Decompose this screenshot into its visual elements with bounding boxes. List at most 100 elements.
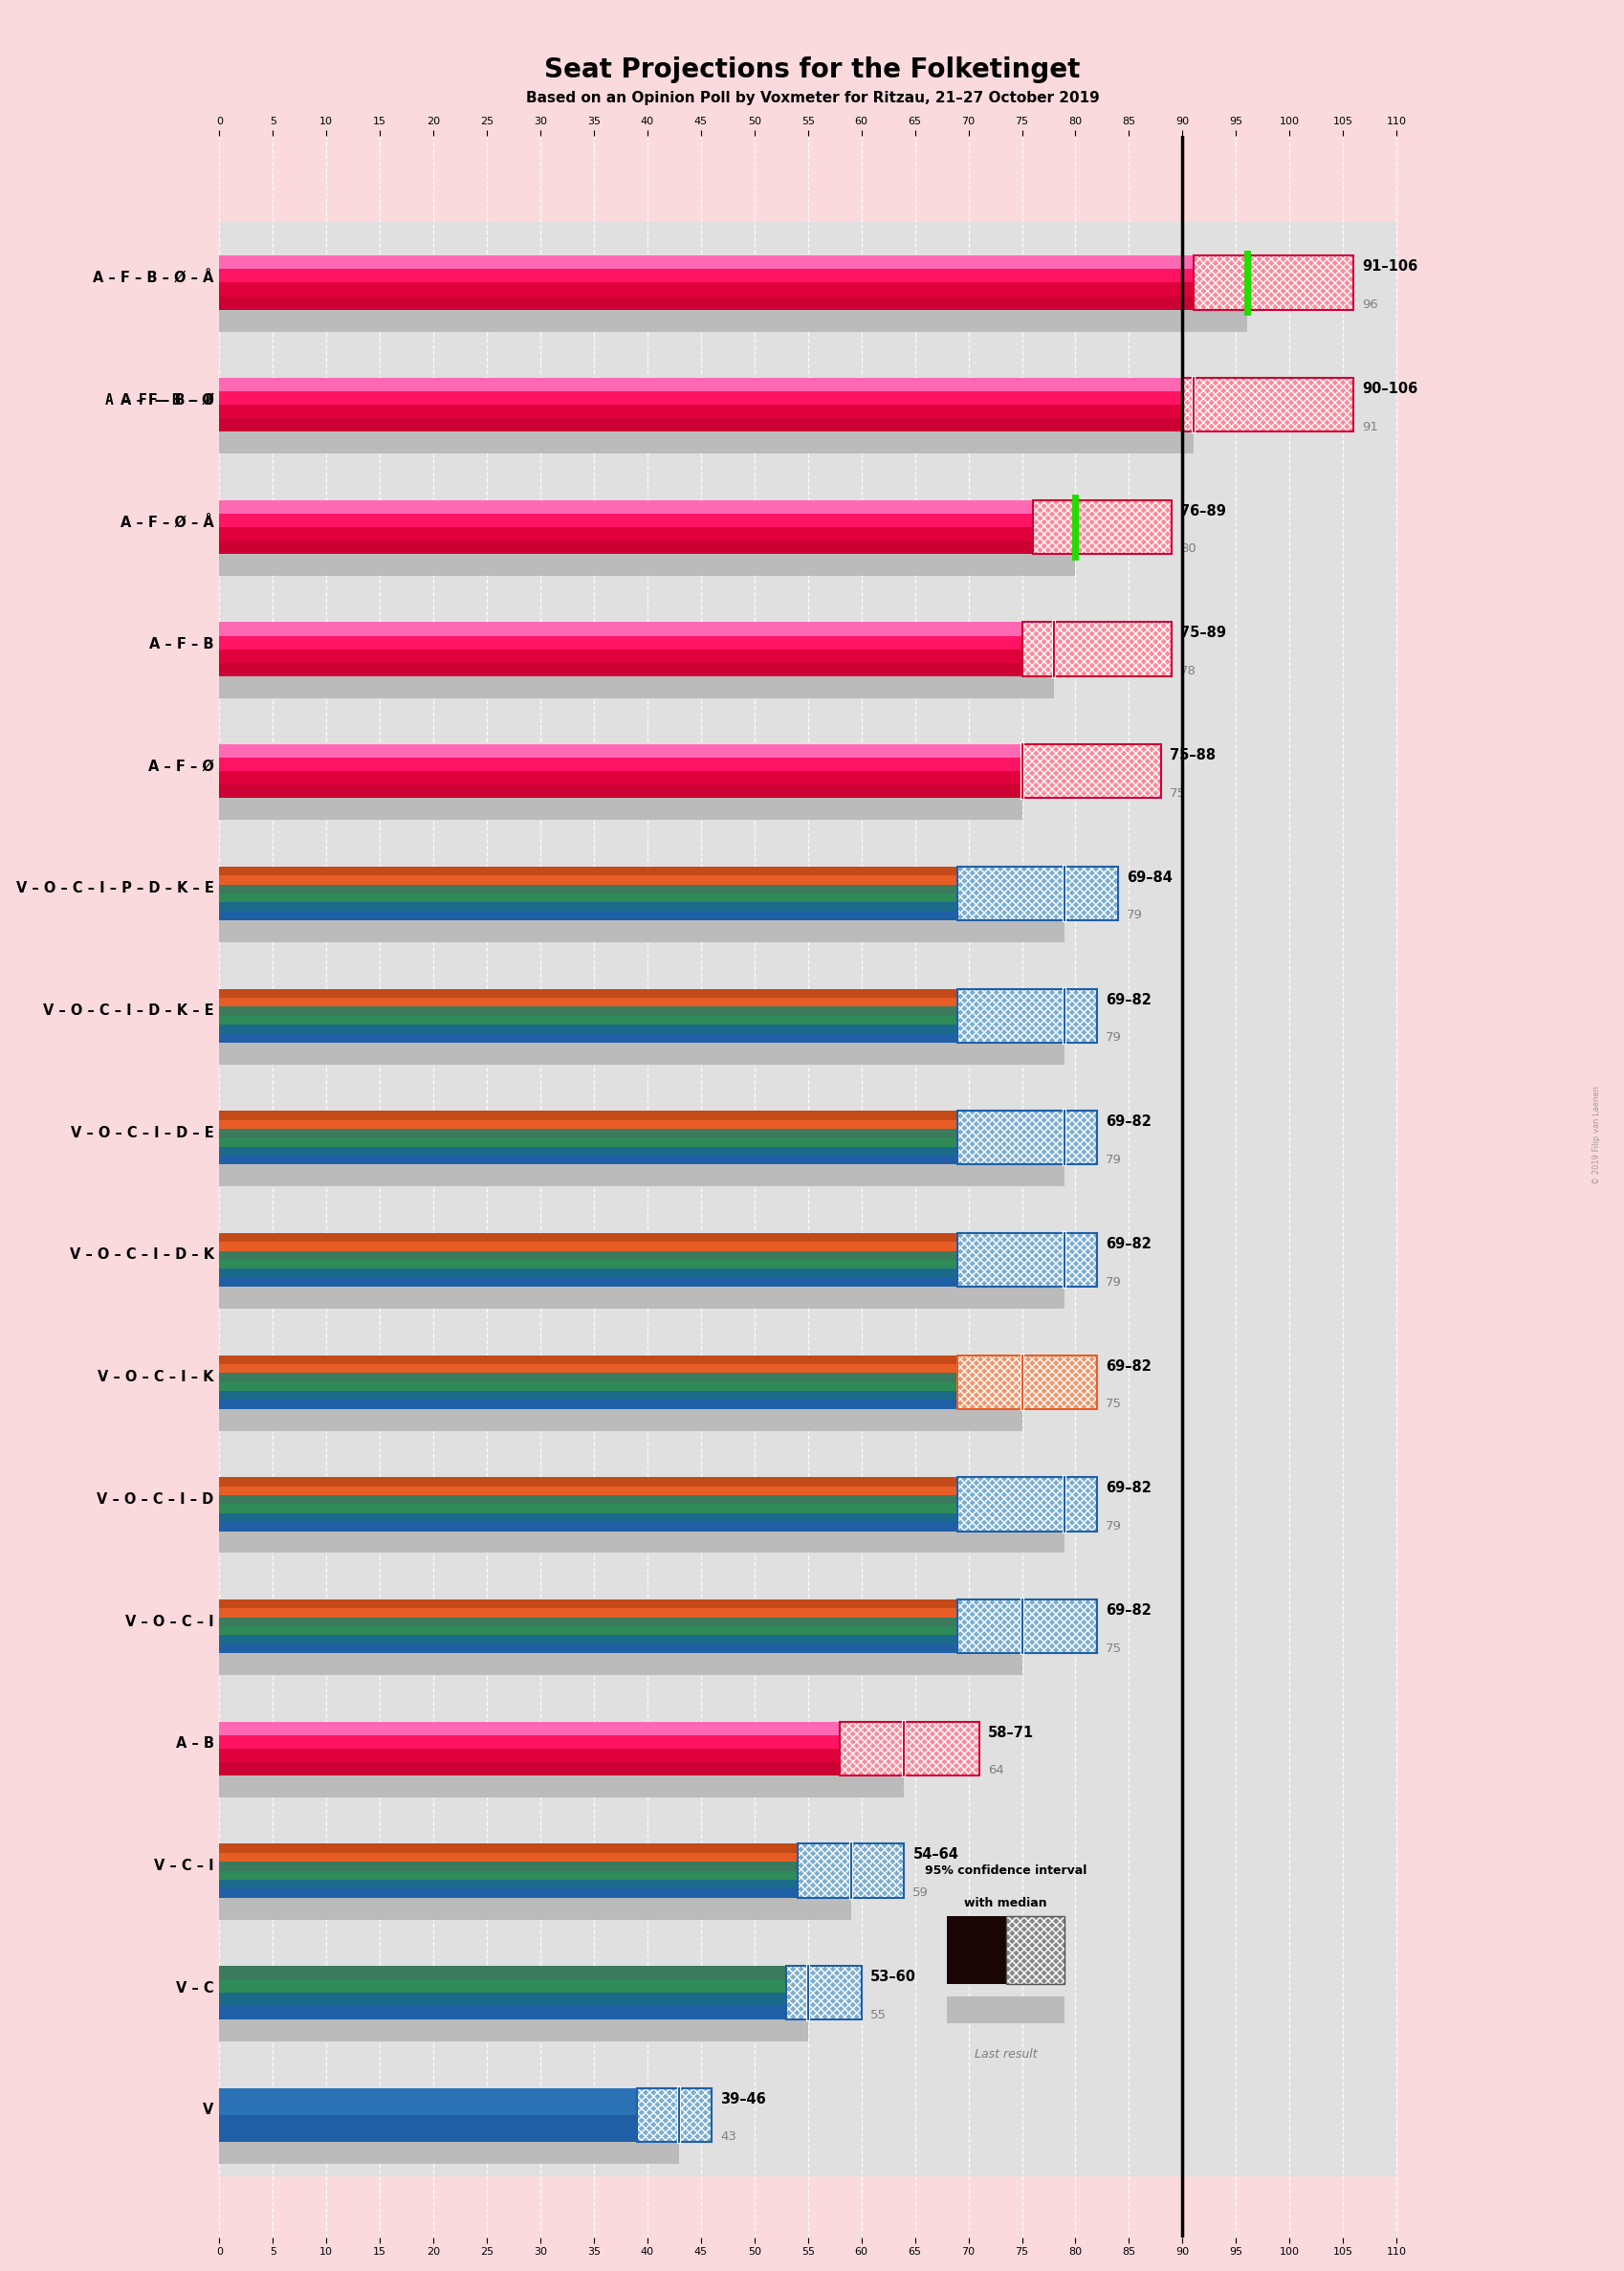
Bar <box>957 1478 1096 1531</box>
Bar <box>797 1844 903 1899</box>
Bar <box>219 391 1182 404</box>
Bar <box>219 1653 1021 1676</box>
Text: V – O – C – I – K: V – O – C – I – K <box>97 1369 214 1385</box>
Bar <box>219 1015 957 1024</box>
Bar <box>219 431 1192 454</box>
Bar <box>797 1844 903 1899</box>
Bar <box>957 988 1096 1042</box>
Bar <box>957 1233 1096 1288</box>
Bar <box>637 2087 711 2142</box>
Bar <box>219 786 1021 797</box>
Text: 54–64: 54–64 <box>913 1849 958 1862</box>
Text: V – O – C – I – D – K – E: V – O – C – I – D – K – E <box>44 1004 214 1017</box>
Bar <box>219 1994 786 2005</box>
Text: 79: 79 <box>1104 1154 1121 1165</box>
Bar <box>957 1356 1096 1408</box>
Bar <box>957 1599 1096 1653</box>
Bar <box>219 282 1192 295</box>
Bar <box>957 868 1117 920</box>
Bar <box>219 711 1395 833</box>
Bar <box>219 1522 957 1531</box>
Text: 91: 91 <box>1361 420 1377 434</box>
Bar <box>219 650 1021 663</box>
Bar <box>219 554 1075 577</box>
Bar <box>957 1478 1096 1531</box>
Bar <box>637 2087 711 2142</box>
Bar <box>957 1478 1096 1531</box>
Bar <box>219 2114 637 2142</box>
Bar <box>219 1980 786 1994</box>
Bar <box>786 1967 861 2019</box>
Text: 69–84: 69–84 <box>1125 870 1173 886</box>
Text: A – B: A – B <box>175 1737 214 1751</box>
Bar <box>219 1899 851 1919</box>
Text: 69–82: 69–82 <box>1104 1603 1150 1617</box>
Bar <box>219 1365 957 1374</box>
Bar <box>219 1608 957 1617</box>
Bar <box>219 1288 1064 1308</box>
Bar <box>1021 622 1171 677</box>
Text: A – F – B: A – F – B <box>149 638 214 652</box>
Bar <box>957 868 1117 920</box>
Bar <box>219 1156 957 1165</box>
Bar <box>957 1599 1096 1653</box>
Text: 55: 55 <box>869 2008 885 2021</box>
Bar <box>219 2142 679 2164</box>
Bar <box>219 466 1395 588</box>
Bar <box>219 1599 957 1608</box>
Text: Seat Projections for the Folketinget: Seat Projections for the Folketinget <box>544 57 1080 84</box>
Text: V – C – I: V – C – I <box>154 1858 214 1874</box>
Bar <box>1005 1917 1064 1985</box>
Text: 80: 80 <box>1179 543 1195 554</box>
Bar <box>840 1721 979 1776</box>
Bar <box>219 833 1395 954</box>
Bar <box>219 1721 840 1735</box>
Bar <box>219 759 1021 772</box>
Bar <box>219 1644 957 1653</box>
Bar <box>957 1599 1096 1653</box>
Text: 69–82: 69–82 <box>1104 992 1150 1006</box>
Text: 78: 78 <box>1179 665 1195 677</box>
Bar <box>797 1844 903 1899</box>
Bar <box>219 343 1395 466</box>
Bar <box>219 540 1033 554</box>
Text: 75–89: 75–89 <box>1179 627 1226 640</box>
Text: 75–88: 75–88 <box>1169 747 1215 763</box>
Bar <box>1021 622 1171 677</box>
Bar <box>957 1233 1096 1288</box>
Bar <box>219 1383 957 1392</box>
Bar <box>219 1442 1395 1565</box>
Bar <box>219 988 957 997</box>
Bar <box>219 1199 1395 1322</box>
Text: 64: 64 <box>987 1765 1004 1776</box>
Bar <box>219 2019 807 2042</box>
Bar <box>219 911 957 920</box>
Bar <box>219 1260 957 1269</box>
Bar <box>1021 745 1161 797</box>
Bar <box>219 997 957 1006</box>
Text: 59: 59 <box>913 1887 929 1899</box>
Bar <box>219 1356 957 1365</box>
Text: A – F – B – Ø – Å: A – F – B – Ø – Å <box>93 270 214 286</box>
Bar <box>219 1735 840 1749</box>
Text: 79: 79 <box>1104 1276 1121 1288</box>
Bar <box>219 745 1021 759</box>
Bar <box>219 1138 957 1147</box>
Bar <box>957 988 1096 1042</box>
Bar <box>219 1147 957 1156</box>
Bar <box>219 1129 957 1138</box>
Text: 69–82: 69–82 <box>1104 1481 1150 1497</box>
Bar <box>219 1503 957 1512</box>
Bar <box>219 2087 637 2114</box>
Bar <box>219 1871 797 1880</box>
Bar <box>840 1721 979 1776</box>
Bar <box>786 1967 861 2019</box>
Text: A – F – B – Ø: A – F – B – Ø <box>106 393 214 407</box>
Bar <box>1182 377 1353 431</box>
Bar <box>957 1111 1096 1165</box>
Bar <box>219 418 1182 431</box>
Bar <box>219 295 1192 309</box>
Bar <box>219 1242 957 1251</box>
Bar <box>219 2005 786 2019</box>
Bar <box>957 1111 1096 1165</box>
